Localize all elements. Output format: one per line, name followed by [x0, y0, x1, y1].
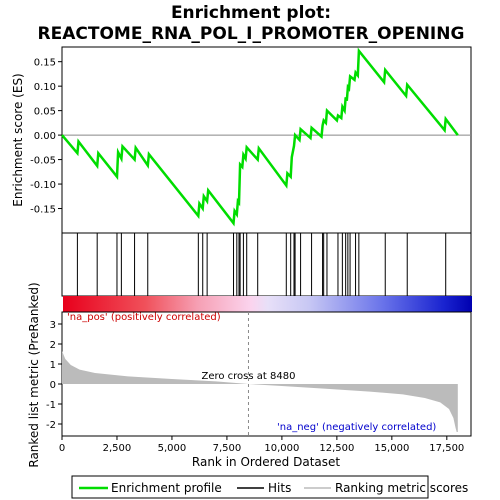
enrichment-profile-line: [61, 47, 459, 227]
rank-ytick-label: 2: [50, 340, 56, 351]
legend-metric-label: Ranking metric scores: [335, 481, 468, 495]
es-ytick-label: -0.10: [30, 180, 56, 191]
legend-enrichment-label: Enrichment profile: [111, 481, 222, 495]
es-panel-frame: [61, 46, 472, 234]
rank-ytick-label: -1: [46, 400, 56, 411]
rank-ylabel: Ranked list metric (PreRanked): [27, 282, 41, 467]
rank-panel-frame: [61, 311, 472, 437]
x-tick-label: 12,500: [319, 443, 354, 454]
x-tick-label: 7,500: [213, 443, 242, 454]
x-axis-label: Rank in Ordered Dataset: [192, 455, 340, 469]
rank-ytick-label: 3: [50, 320, 56, 331]
x-tick-label: 0: [59, 443, 65, 454]
x-tick-label: 10,000: [264, 443, 299, 454]
es-axis-ticks: -0.15 -0.10 -0.05 0.00 0.05 0.10 0.15: [30, 58, 471, 216]
es-ytick-label: 0.15: [34, 58, 56, 69]
x-tick-label: 15,000: [374, 443, 409, 454]
es-ytick-label: -0.05: [30, 156, 56, 167]
es-ylabel: Enrichment score (ES): [11, 73, 25, 206]
legend-box: [71, 475, 429, 499]
rank-ytick-label: 0: [50, 380, 56, 391]
x-tick-label: 2,500: [103, 443, 132, 454]
x-axis-ticks: 0 2,500 5,000 7,500 10,000 12,500 15,000 17,500: [59, 436, 464, 454]
chart-title-line2: REACTOME_RNA_POL_I_PROMOTER_OPENING: [38, 24, 465, 44]
rank-axis-ticks: -2 -1 0 1 2 3: [46, 320, 62, 431]
chart-title-line1: Enrichment plot:: [171, 3, 331, 23]
neg-correlated-label: 'na_neg' (negatively correlated): [277, 422, 436, 433]
zero-cross-label: Zero cross at 8480: [201, 371, 295, 382]
pos-correlated-label: 'na_pos' (positively correlated): [67, 312, 221, 323]
es-ytick-label: -0.15: [30, 205, 56, 216]
rank-color-bar: [63, 296, 472, 312]
rank-ytick-label: -2: [46, 420, 56, 431]
es-ytick-label: 0.05: [34, 107, 56, 118]
x-tick-label: 17,500: [429, 443, 464, 454]
legend-hits-label: Hits: [268, 481, 291, 495]
rank-ytick-label: 1: [50, 360, 56, 371]
es-ytick-label: 0.00: [34, 131, 56, 142]
es-ytick-label: 0.10: [34, 82, 56, 93]
x-tick-label: 5,000: [158, 443, 187, 454]
hits-panel-frame: [61, 232, 472, 297]
ranking-metric-area: [62, 351, 458, 432]
hits-group: [76, 233, 447, 296]
